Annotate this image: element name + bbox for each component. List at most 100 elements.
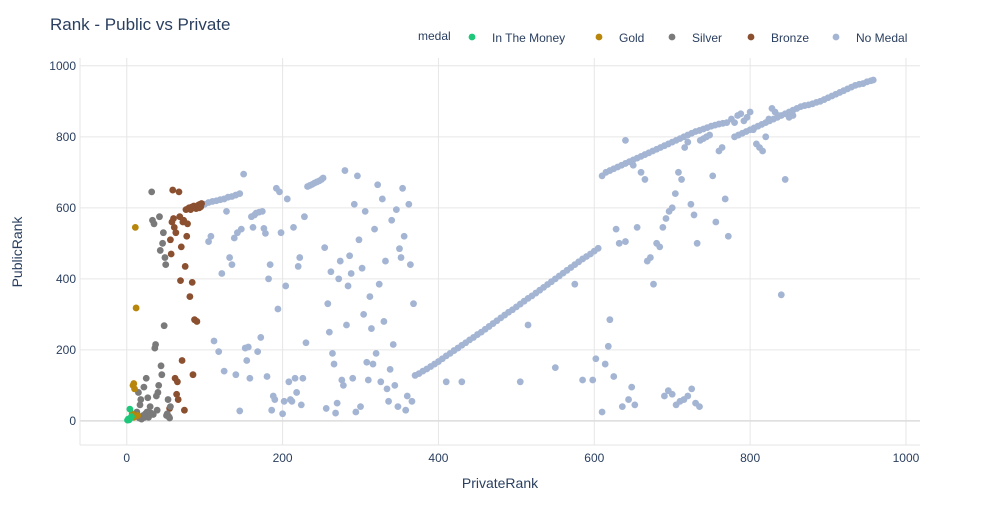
data-point <box>402 406 410 414</box>
data-point <box>142 374 150 382</box>
data-point <box>622 238 629 245</box>
data-point <box>789 112 797 119</box>
data-point <box>671 190 679 198</box>
data-point <box>164 396 172 403</box>
data-point <box>633 223 641 231</box>
data-point <box>218 270 226 277</box>
series-silver <box>133 188 174 423</box>
data-point <box>254 348 262 356</box>
data-point <box>271 396 279 403</box>
legend-title: medal <box>418 29 451 43</box>
x-tick-label: 0 <box>123 451 130 465</box>
data-point <box>516 378 524 386</box>
data-point <box>178 357 186 364</box>
data-point <box>126 405 134 413</box>
data-points <box>124 76 877 424</box>
data-point <box>148 188 156 196</box>
data-point <box>140 383 148 391</box>
data-point <box>406 261 414 269</box>
data-point <box>681 144 689 151</box>
data-point <box>366 293 374 300</box>
data-point <box>302 339 310 347</box>
data-point <box>618 403 626 411</box>
data-point <box>706 131 714 139</box>
data-point <box>386 365 394 373</box>
legend-item[interactable]: No Medal <box>832 31 908 45</box>
data-point <box>458 378 466 386</box>
data-point <box>696 403 703 411</box>
data-point <box>382 257 389 265</box>
legend-item[interactable]: Bronze <box>747 31 810 45</box>
legend-item[interactable]: In The Money <box>468 31 566 45</box>
legend-label: Bronze <box>771 31 809 45</box>
data-point <box>687 200 695 208</box>
data-point <box>333 399 341 407</box>
data-point <box>346 252 354 260</box>
data-point <box>592 355 600 363</box>
data-point <box>646 254 654 261</box>
legend-item[interactable]: Silver <box>668 31 722 45</box>
legend-label: In The Money <box>492 31 565 45</box>
data-point <box>392 206 400 214</box>
data-point <box>343 321 350 329</box>
data-point <box>301 213 308 221</box>
data-point <box>628 383 636 391</box>
data-point <box>288 397 296 405</box>
data-point <box>177 243 185 251</box>
data-point <box>294 263 302 270</box>
data-point <box>712 218 720 226</box>
data-point <box>296 254 304 261</box>
data-point <box>336 257 344 265</box>
data-point <box>189 371 197 379</box>
data-point <box>220 367 228 375</box>
data-point <box>265 275 272 283</box>
data-point <box>156 213 163 221</box>
data-point <box>325 328 333 336</box>
data-point <box>389 341 397 348</box>
data-point <box>181 406 188 414</box>
data-point <box>166 414 174 422</box>
legend-label: No Medal <box>856 31 907 45</box>
data-point <box>170 215 177 222</box>
data-point <box>244 343 252 351</box>
data-point <box>396 245 403 253</box>
data-point <box>335 275 343 283</box>
data-point <box>571 280 579 288</box>
data-point <box>774 112 782 119</box>
data-point <box>604 342 612 350</box>
data-point <box>442 378 450 386</box>
data-point <box>385 397 392 405</box>
data-point <box>358 264 366 272</box>
legend-marker <box>747 33 755 41</box>
data-point <box>371 225 378 233</box>
data-point <box>207 232 215 240</box>
data-point <box>293 389 301 396</box>
data-point <box>375 280 383 288</box>
data-point <box>405 200 413 208</box>
legend-marker <box>668 33 676 41</box>
data-point <box>330 360 338 368</box>
series-in-the-money <box>124 405 135 424</box>
data-point <box>277 229 285 237</box>
data-point <box>166 236 174 244</box>
data-point <box>399 184 406 192</box>
data-point <box>361 207 369 215</box>
data-point <box>641 176 649 183</box>
data-point <box>146 403 154 411</box>
x-tick-label: 1000 <box>893 451 920 465</box>
data-point <box>144 394 152 402</box>
data-point <box>136 401 144 409</box>
data-point <box>291 374 299 382</box>
data-point <box>354 172 361 180</box>
data-point <box>637 168 645 176</box>
data-point <box>131 385 138 393</box>
data-point <box>349 374 357 382</box>
data-point <box>268 406 276 414</box>
data-point <box>690 211 698 219</box>
legend-item[interactable]: Gold <box>595 31 645 45</box>
gridlines <box>79 58 920 446</box>
data-point <box>615 239 623 247</box>
data-point <box>240 170 248 178</box>
data-point <box>749 126 757 134</box>
data-point <box>236 407 244 415</box>
